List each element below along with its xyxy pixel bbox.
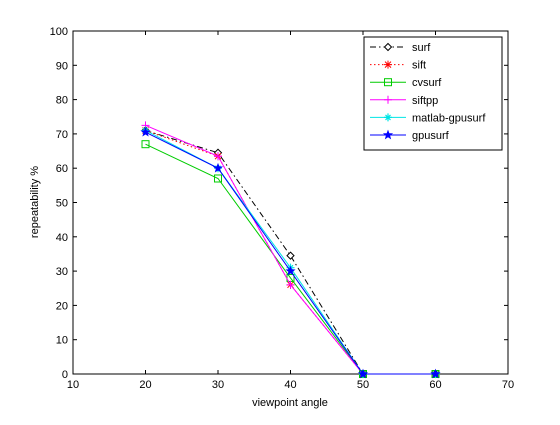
y-tick-label: 50 [56,198,68,210]
data-point [384,95,392,104]
legend-label: siftpp [412,95,438,107]
legend-entry: surf [370,42,431,54]
data-point [286,251,295,260]
legend-entry: sift [370,60,426,72]
data-point [430,368,441,379]
legend-entry: siftpp [370,95,438,107]
y-tick-label: 100 [50,26,68,38]
x-tick-label: 60 [429,379,441,391]
y-tick-label: 70 [56,129,68,141]
series-gpusurf [140,126,441,379]
data-point [214,174,222,183]
legend-box [363,36,503,151]
legend-label: sift [412,60,426,72]
legend-label: gpusurf [412,130,450,142]
y-tick-label: 10 [56,335,68,347]
data-point [384,60,392,69]
data-point [384,78,392,87]
x-tick-label: 20 [139,379,151,391]
y-axis-label: repeatability % [29,166,41,238]
x-tick-label: 30 [212,379,224,391]
legend-label: matlab-gpusurf [412,112,486,124]
data-point [357,368,369,379]
legend: surf sift cvsurf siftpp matlab-gpusurf gpusur… [363,36,503,151]
data-point [214,152,222,161]
legend-entry: cvsurf [370,77,442,89]
y-tick-label: 0 [62,369,68,381]
x-tick-label: 50 [357,379,369,391]
legend-entry: matlab-gpusurf [370,112,486,124]
y-tick-label: 30 [56,266,68,278]
legend-label: surf [412,42,431,54]
x-tick-label: 10 [67,379,79,391]
y-tick-label: 40 [56,232,68,244]
data-point [285,265,296,276]
data-point [140,126,151,137]
data-point [286,280,295,289]
data-point [383,42,393,52]
y-tick-label: 80 [56,95,68,107]
x-tick-label: 40 [284,379,296,391]
x-tick-label: 70 [502,379,514,391]
legend-label: cvsurf [412,77,442,89]
x-axis-label: viewpoint angle [252,397,328,409]
legend-entry: gpusurf [370,129,450,142]
y-tick-label: 20 [56,300,68,312]
data-point [382,129,394,140]
y-tick-label: 90 [56,60,68,72]
y-tick-label: 60 [56,163,68,175]
data-point [384,113,392,122]
data-point [212,162,224,173]
data-point [141,140,150,149]
series-layer [140,121,441,379]
